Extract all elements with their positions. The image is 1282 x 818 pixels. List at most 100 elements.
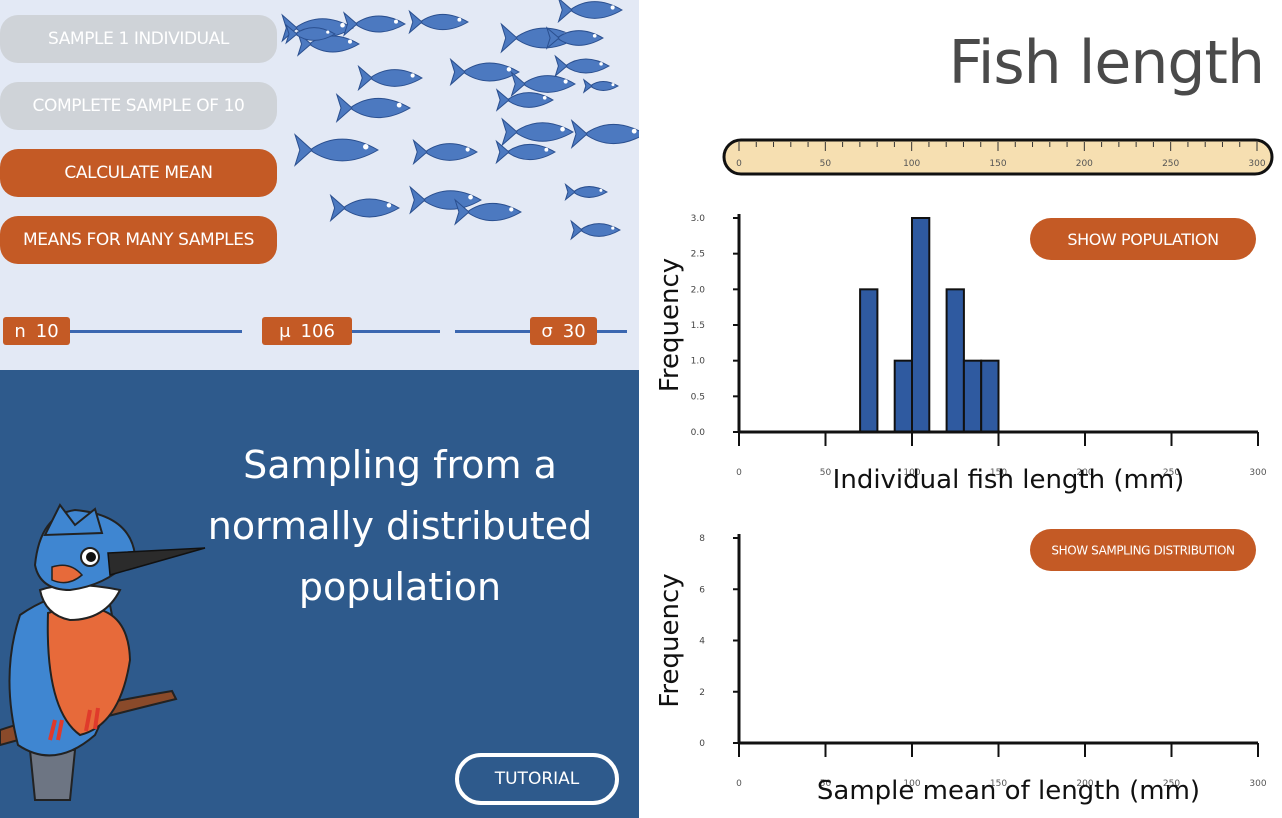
- fish-tail: [357, 64, 373, 92]
- activity-headline: Sampling from a normally distributed pop…: [207, 443, 593, 609]
- complete-sample-button[interactable]: COMPLETE SAMPLE OF 10: [0, 82, 277, 130]
- show-sampling-distribution-button-label: SHOW SAMPLING DISTRIBUTION: [1051, 543, 1234, 557]
- fish-eye: [599, 188, 603, 192]
- fish-eye: [611, 226, 615, 230]
- fish-eye: [592, 33, 597, 38]
- x-tick-label: 50: [820, 779, 832, 789]
- fish-tail: [408, 9, 423, 35]
- show-sampling-distribution-button[interactable]: SHOW SAMPLING DISTRIBUTION: [1030, 529, 1256, 571]
- sigma-slider-track-right[interactable]: [597, 330, 627, 333]
- y-tick-label: 0.5: [691, 392, 705, 402]
- x-tick-label: 150: [990, 468, 1007, 478]
- kingfisher-illustration: [0, 503, 206, 801]
- fish-eye: [610, 5, 615, 10]
- fish-icon: [495, 139, 556, 165]
- fish-body: [506, 92, 554, 108]
- fish-tail: [570, 219, 583, 241]
- x-tick-label: 300: [1249, 779, 1266, 789]
- fish-icon: [545, 26, 604, 50]
- fish-tail: [495, 88, 510, 112]
- fish-icon: [495, 88, 554, 112]
- fish-tail: [557, 0, 573, 24]
- y-tick-label: 2.5: [691, 250, 705, 260]
- fish-icon: [335, 92, 411, 124]
- show-population-button[interactable]: SHOW POPULATION: [1030, 218, 1256, 260]
- means-for-many-samples-button[interactable]: MEANS FOR MANY SAMPLES: [0, 216, 277, 264]
- fish-eye: [340, 22, 345, 28]
- fish-body: [424, 143, 478, 161]
- fish-icon: [570, 118, 639, 150]
- x-axis-label: Individual fish length (mm): [833, 465, 1185, 495]
- fish-eye: [509, 207, 514, 212]
- x-tick-label: 200: [1076, 779, 1093, 789]
- fish-school: [281, 0, 639, 241]
- fish-tail: [449, 57, 466, 87]
- y-tick-label: 2.0: [691, 285, 706, 295]
- n-symbol: n: [14, 320, 26, 342]
- ruler-tick-label: 300: [1248, 159, 1265, 169]
- fish-body: [309, 138, 379, 162]
- sampling-controls-panel: SAMPLE 1 INDIVIDUAL COMPLETE SAMPLE OF 1…: [0, 0, 639, 370]
- fish-eye: [394, 19, 398, 24]
- fish-body: [556, 30, 604, 46]
- fish-tail: [495, 139, 510, 165]
- fish-tail: [343, 11, 358, 37]
- fish-body: [572, 186, 608, 198]
- fish-icon: [343, 11, 406, 37]
- y-tick-label: 3.0: [691, 214, 706, 224]
- sample-one-individual-button[interactable]: SAMPLE 1 INDIVIDUAL: [0, 15, 277, 63]
- sigma-value: 30: [562, 320, 586, 342]
- sample-size-control[interactable]: n 10: [3, 317, 70, 345]
- fish-eye: [410, 73, 415, 78]
- fish-body: [522, 75, 576, 93]
- fish-eye: [631, 128, 637, 134]
- ruler-tick-label: 150: [989, 159, 1006, 169]
- sigma-slider-track-left[interactable]: [455, 330, 530, 333]
- ruler-tick-label: 100: [903, 159, 920, 169]
- histogram-bar: [911, 217, 931, 433]
- fish-icon: [409, 185, 482, 215]
- x-tick-label: 250: [1163, 468, 1180, 478]
- fish-eye: [326, 30, 330, 34]
- fish-eye: [506, 67, 512, 72]
- y-axis-label: Frequency: [655, 258, 685, 392]
- mu-slider-track[interactable]: [352, 330, 440, 333]
- individual-length-histogram: 0.0 0.5 1.0 1.5 2.0 2.5 3.0 0 50 100 150 200 250 300 I…: [655, 214, 1267, 495]
- fish-icon: [557, 0, 623, 24]
- fish-body: [369, 69, 423, 87]
- x-tick-label: 50: [820, 468, 832, 478]
- histogram-bar: [859, 288, 879, 434]
- n-slider-track[interactable]: [70, 330, 242, 333]
- fish-body: [589, 81, 619, 91]
- fish-tail: [294, 133, 313, 167]
- fish-icon: [501, 117, 574, 147]
- y-tick-label: 0: [699, 739, 705, 749]
- mu-value: 106: [300, 320, 335, 342]
- fish-body: [466, 202, 522, 222]
- sigma-symbol: σ: [541, 320, 553, 342]
- fish-eye: [465, 147, 470, 152]
- fish-tail: [409, 185, 426, 215]
- fish-body: [584, 124, 639, 144]
- y-tick-label: 0.0: [691, 428, 706, 438]
- fish-eye: [386, 203, 392, 208]
- tutorial-button[interactable]: TUTORIAL: [455, 753, 619, 805]
- calculate-mean-button[interactable]: CALCULATE MEAN: [0, 149, 277, 197]
- x-axis-label: Sample mean of length (mm): [817, 776, 1200, 806]
- fish-tail: [454, 198, 470, 226]
- fish-body: [564, 58, 610, 74]
- histogram-bar: [980, 359, 1000, 434]
- ruler-tick-label: 200: [1076, 159, 1093, 169]
- fish-eye: [560, 126, 565, 132]
- population-mean-control[interactable]: μ 106: [262, 317, 352, 345]
- x-tick-label: 200: [1076, 468, 1093, 478]
- y-tick-label: 1.0: [691, 357, 706, 367]
- fish-icon: [570, 219, 621, 241]
- x-tick-label: 300: [1249, 468, 1266, 478]
- population-sd-control[interactable]: σ 30: [530, 317, 597, 345]
- fish-icon: [329, 193, 400, 223]
- y-axis-label: Frequency: [655, 573, 685, 707]
- fish-group: [281, 0, 639, 241]
- sample-mean-histogram: 0 2 4 6 8 0 50 100 150 200 250 300 Sample mean of le…: [655, 529, 1267, 806]
- fish-eye: [563, 79, 568, 84]
